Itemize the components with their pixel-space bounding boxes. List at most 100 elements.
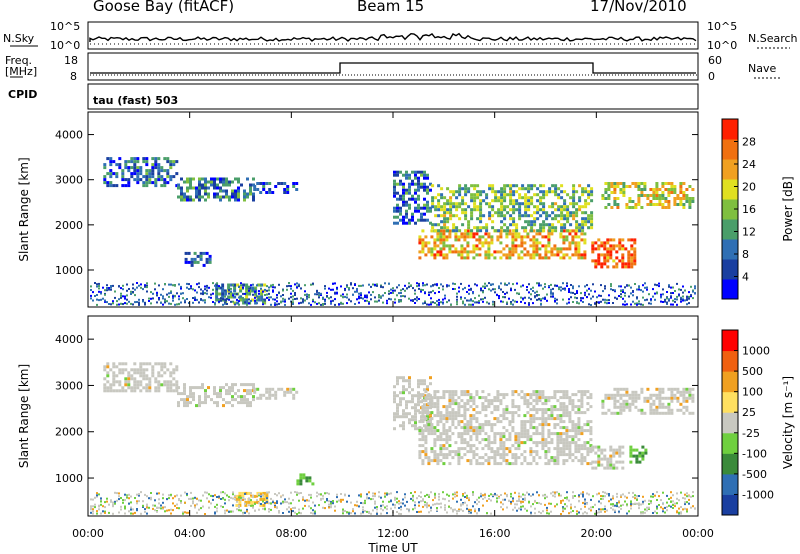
echo-region-vel-9 [296, 473, 315, 486]
colorbar-swatch-vel-6 [722, 371, 738, 393]
ground-scatter-vel [90, 491, 696, 515]
echo-region-vel-7 [629, 445, 648, 464]
echo-region-power-3 [393, 170, 432, 225]
nave-label: Nave [748, 62, 777, 75]
nsky-right-tick-bottom: 10^0 [707, 39, 738, 52]
x-tick-label-6: 00:00 [682, 527, 714, 540]
colorbar-tick-label-power-5: 24 [742, 158, 756, 171]
colorbar-tick-label-power-3: 16 [742, 203, 756, 216]
colorbar-swatch-vel-8 [722, 330, 738, 352]
echo-region-vel-6 [591, 445, 625, 470]
x-tick-label-1: 04:00 [174, 527, 206, 540]
freq-trace [90, 62, 696, 74]
x-tick-label-0: 00:00 [72, 527, 104, 540]
station-title: Goose Bay (fitACF) [93, 0, 235, 15]
cpid-panel [87, 83, 699, 110]
nsky-right-tick-top: 10^5 [707, 20, 738, 33]
nsearch-label: N.Search [748, 32, 798, 45]
colorbar-tick-label-vel-7: -1000 [742, 488, 774, 501]
colorbar-swatch-vel-3 [722, 432, 738, 454]
freq-label-line1: Freq. [5, 54, 33, 67]
colorbar-swatch-vel-1 [722, 473, 738, 495]
nave-tick-bottom: 0 [708, 70, 715, 83]
y-tick-label-vel-1: 2000 [55, 426, 83, 439]
nsky-trace [89, 32, 697, 42]
colorbar-swatch-power-8 [722, 119, 738, 140]
beam-title: Beam 15 [357, 0, 425, 15]
heatmap-cells-power [103, 157, 695, 305]
date-title: 17/Nov/2010 [590, 0, 687, 15]
colorbar-tick-label-vel-3: 25 [742, 406, 756, 419]
x-tick-label-2: 08:00 [275, 527, 307, 540]
y-tick-label-power-3: 4000 [55, 129, 83, 142]
echo-region-power-7 [601, 182, 695, 209]
colorbar-swatch-vel-2 [722, 453, 738, 475]
colorbar-tick-label-vel-6: -500 [742, 468, 767, 481]
colorbar-tick-label-vel-0: 1000 [742, 345, 770, 358]
echo-region-power-2 [253, 182, 299, 194]
colorbar-tick-label-vel-4: -25 [742, 427, 760, 440]
echo-region-vel-4 [418, 390, 593, 466]
echo-region-vel-1 [177, 383, 255, 408]
echo-region-vel-5 [601, 387, 695, 415]
colorbar-swatch-power-0 [722, 279, 738, 300]
freq-tick-bottom: 8 [70, 70, 77, 83]
nave-tick-top: 60 [708, 54, 722, 67]
colorbar-swatch-vel-4 [722, 412, 738, 434]
colorbar-swatch-vel-5 [722, 391, 738, 413]
freq-label-line2: [MHz] [5, 65, 38, 78]
colorbar-swatch-power-2 [722, 239, 738, 260]
colorbar-swatch-power-6 [722, 159, 738, 180]
echo-region-power-1 [177, 177, 255, 202]
colorbar-label-power: Power [dB] [781, 176, 795, 241]
nsky-tick-top: 10^5 [50, 20, 81, 33]
velocity-panel: 00:00 04:00 08:00 12:00 16:00 20:00 00:00 1000 2… [17, 315, 795, 554]
colorbar-tick-label-power-2: 12 [742, 226, 756, 239]
colorbar-tick-label-vel-1: 500 [742, 365, 763, 378]
y-tick-label-power-0: 1000 [55, 264, 83, 277]
nsky-tick-bottom: 10^0 [50, 39, 81, 52]
echo-region-vel-2 [253, 387, 299, 400]
nsky-label: N.Sky [3, 32, 35, 45]
colorbar-tick-label-vel-2: 100 [742, 386, 763, 399]
y-tick-label-vel-3: 4000 [55, 333, 83, 346]
echo-region-vel-0 [103, 362, 179, 393]
y-axis-label-power: Slant Range [km] [17, 157, 31, 261]
x-tick-label-5: 20:00 [580, 527, 612, 540]
top-panels-frames [10, 21, 790, 110]
echo-region-power-4 [418, 229, 587, 260]
heatmap-cells-vel [103, 362, 695, 507]
y-tick-label-vel-2: 3000 [55, 379, 83, 392]
colorbar-tick-label-power-0: 4 [742, 271, 749, 284]
echo-region-vel-3 [393, 376, 432, 431]
x-axis-label: Time UT [367, 541, 418, 554]
x-tick-label-4: 16:00 [479, 527, 511, 540]
echo-region-power-6 [591, 238, 637, 269]
colorbar-tick-label-power-6: 28 [742, 136, 756, 149]
colorbar-swatch-vel-0 [722, 494, 738, 516]
colorbar-swatch-vel-7 [722, 350, 738, 372]
echo-region-power-9 [184, 251, 212, 267]
cpid-value: tau (fast) 503 [93, 94, 179, 107]
colorbar-frame-vel [721, 329, 739, 516]
freq-tick-top: 18 [64, 54, 78, 67]
y-axis-label-vel: Slant Range [km] [17, 364, 31, 468]
colorbar-tick-label-power-4: 20 [742, 181, 756, 194]
power-panel: 1000 2000 3000 4000 Slant Range [km] 4 8 12 16 20… [17, 111, 795, 308]
y-tick-label-power-1: 2000 [55, 219, 83, 232]
cpid-label: CPID [8, 88, 38, 101]
x-tick-label-3: 12:00 [377, 527, 409, 540]
colorbar-swatch-power-5 [722, 179, 738, 200]
echo-region-power-0 [103, 157, 179, 188]
colorbar-swatch-power-4 [722, 199, 738, 220]
colorbar-swatch-power-1 [722, 259, 738, 280]
top-traces [89, 32, 697, 76]
colorbar-tick-label-vel-5: -100 [742, 447, 767, 460]
y-tick-label-power-2: 3000 [55, 174, 83, 187]
ground-scatter-power [90, 282, 696, 306]
colorbar-swatch-power-3 [722, 219, 738, 240]
colorbar-label-vel: Velocity [m s⁻¹] [781, 376, 795, 469]
echo-region-power-5 [431, 184, 594, 233]
colorbar-tick-label-power-1: 8 [742, 248, 749, 261]
